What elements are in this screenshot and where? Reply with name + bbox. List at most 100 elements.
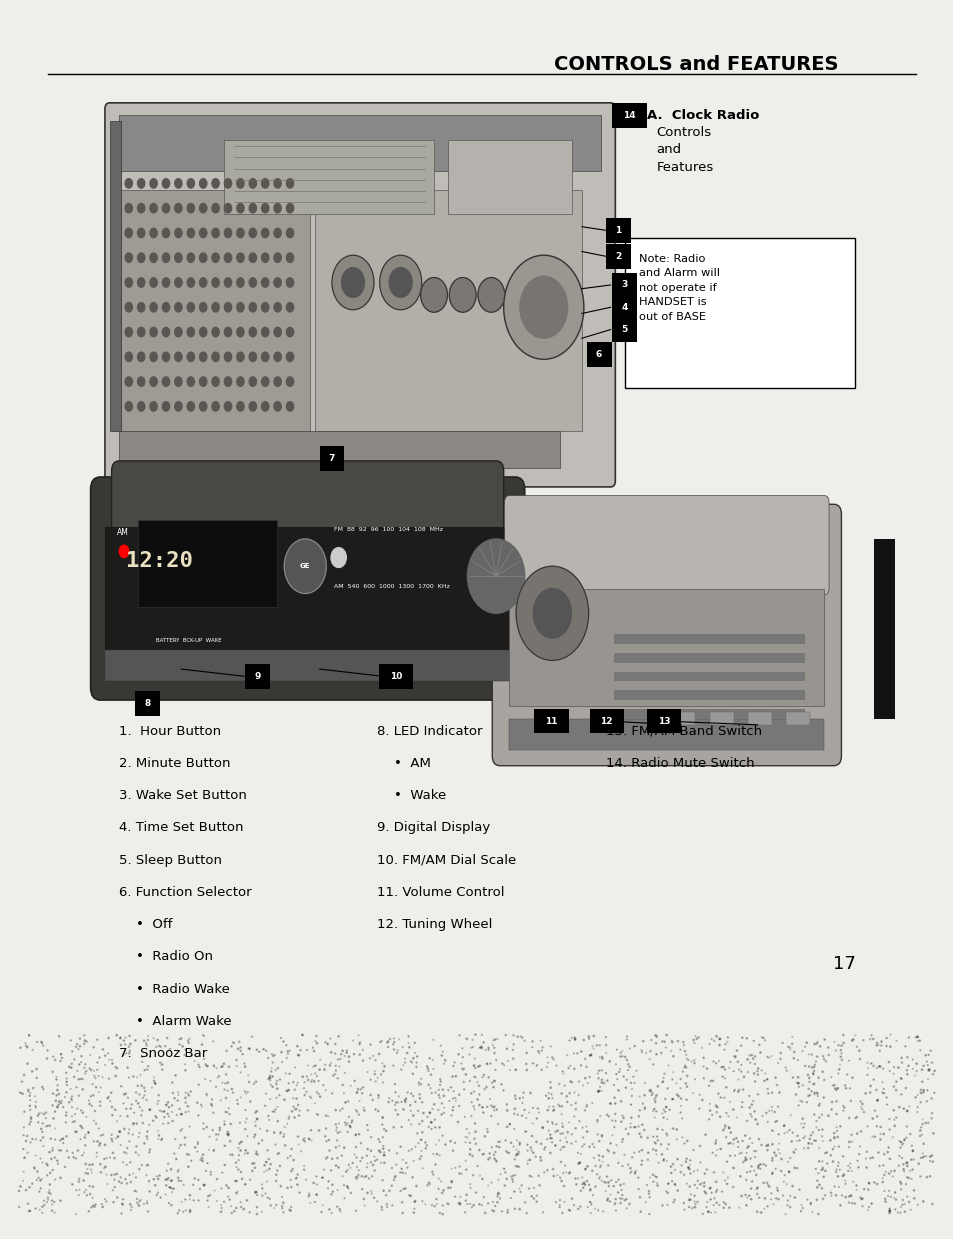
Point [701, 1178, 717, 1198]
Point [81, 1090, 96, 1110]
Point [542, 1125, 558, 1145]
Point [239, 1191, 254, 1211]
Point [38, 1103, 53, 1123]
Point [354, 1166, 369, 1186]
Point [296, 1072, 312, 1092]
Point [779, 1175, 794, 1194]
Point [601, 1192, 617, 1212]
Point [266, 1101, 281, 1121]
Point [117, 1170, 132, 1189]
Point [303, 1088, 318, 1108]
Point [809, 1032, 824, 1052]
Point [18, 1131, 33, 1151]
Point [654, 1145, 669, 1165]
Point [624, 1147, 639, 1167]
Point [914, 1059, 929, 1079]
Point [134, 1047, 150, 1067]
Point [373, 1064, 388, 1084]
Point [705, 1052, 720, 1072]
Point [673, 1089, 688, 1109]
Point [635, 1094, 650, 1114]
Point [892, 1172, 907, 1192]
Point [467, 1121, 482, 1141]
Point [912, 1083, 927, 1103]
Point [190, 1141, 205, 1161]
Point [287, 1079, 302, 1099]
Point [162, 1177, 177, 1197]
Point [111, 1127, 126, 1147]
Point [816, 1070, 831, 1090]
Point [248, 1103, 263, 1123]
Point [262, 1066, 277, 1085]
Point [800, 1087, 815, 1106]
Point [901, 1192, 916, 1212]
Point [594, 1061, 609, 1080]
Point [843, 1161, 859, 1181]
Point [118, 1099, 133, 1119]
Point [217, 1073, 233, 1093]
Point [512, 1199, 527, 1219]
Point [335, 1166, 350, 1186]
Point [223, 1196, 238, 1215]
Point [480, 1150, 496, 1170]
Point [525, 1098, 540, 1118]
Point [276, 1118, 292, 1137]
Circle shape [174, 253, 182, 263]
Point [598, 1027, 613, 1047]
Point [525, 1053, 540, 1073]
Point [483, 1172, 498, 1192]
Text: 8: 8 [145, 699, 151, 709]
Point [773, 1150, 788, 1170]
Point [705, 1196, 720, 1215]
Point [783, 1131, 799, 1151]
Text: 8. LED Indicator: 8. LED Indicator [376, 725, 482, 737]
Point [274, 1187, 290, 1207]
Point [32, 1171, 48, 1191]
Point [578, 1097, 594, 1116]
Point [689, 1192, 704, 1212]
Point [25, 1040, 40, 1059]
Point [815, 1167, 830, 1187]
Circle shape [174, 228, 182, 238]
Point [301, 1129, 316, 1149]
Point [105, 1131, 120, 1151]
Point [591, 1168, 606, 1188]
Point [659, 1183, 675, 1203]
Point [566, 1106, 581, 1126]
Point [909, 1027, 924, 1047]
Point [552, 1197, 567, 1217]
Point [85, 1155, 100, 1175]
Point [814, 1151, 829, 1171]
Circle shape [274, 203, 281, 213]
Point [893, 1180, 908, 1199]
Point [85, 1188, 100, 1208]
Point [600, 1156, 616, 1176]
Point [567, 1168, 582, 1188]
Circle shape [137, 228, 145, 238]
Point [85, 1177, 100, 1197]
Point [395, 1192, 410, 1212]
Point [669, 1084, 684, 1104]
Point [34, 1123, 50, 1142]
Point [421, 1173, 436, 1193]
Text: 14. Radio Mute Switch: 14. Radio Mute Switch [605, 757, 754, 769]
Point [648, 1101, 663, 1121]
Point [878, 1162, 893, 1182]
Point [632, 1100, 647, 1120]
Point [628, 1061, 643, 1080]
Point [440, 1178, 456, 1198]
Point [15, 1084, 30, 1104]
Point [677, 1134, 692, 1154]
Point [736, 1067, 751, 1087]
Point [400, 1110, 416, 1130]
Point [916, 1146, 931, 1166]
Circle shape [224, 203, 232, 213]
Point [342, 1118, 357, 1137]
Point [108, 1057, 123, 1077]
Point [160, 1093, 175, 1113]
Point [647, 1093, 662, 1113]
Point [314, 1168, 330, 1188]
Point [222, 1189, 237, 1209]
Point [233, 1113, 248, 1132]
Point [339, 1177, 355, 1197]
